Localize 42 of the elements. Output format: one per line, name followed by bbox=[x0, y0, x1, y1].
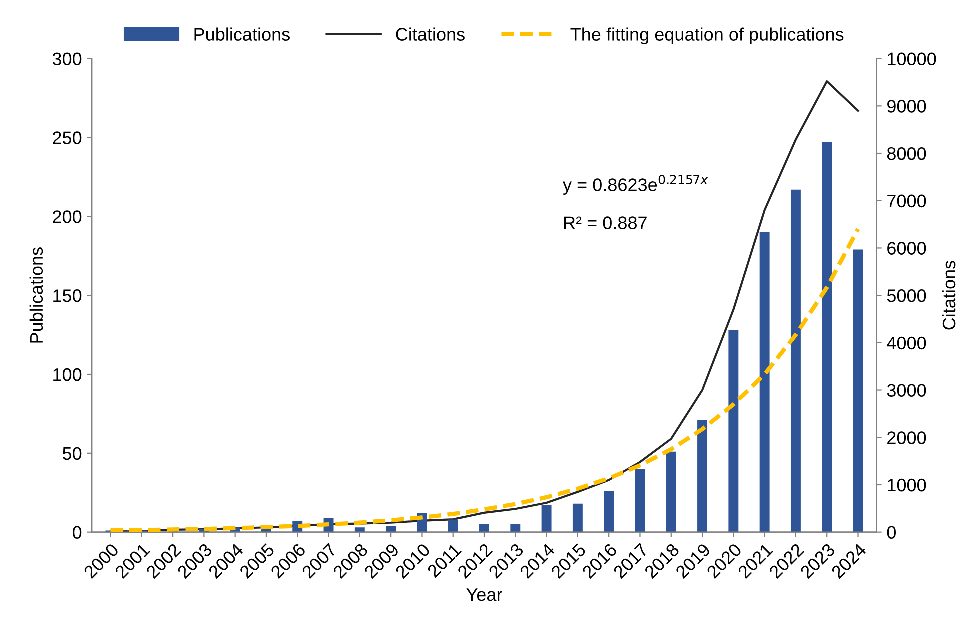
y2-tick-label: 1000 bbox=[888, 478, 926, 492]
y2-tick-label: 9000 bbox=[888, 100, 926, 113]
y2-tick-label: 8000 bbox=[887, 147, 926, 160]
y-tick-label: 150 bbox=[54, 290, 82, 302]
y2-tick-label: 5000 bbox=[887, 290, 926, 302]
y-tick-label: 0 bbox=[72, 526, 82, 540]
y-axis-title: Publications bbox=[30, 248, 44, 343]
bar bbox=[853, 250, 864, 532]
bar bbox=[448, 520, 458, 532]
annotation: y = 0.8623e$^{0.2157x}$ bbox=[563, 174, 708, 196]
legend-label: Publications bbox=[194, 28, 290, 41]
y2-tick-label: 0 bbox=[887, 526, 896, 540]
bar bbox=[572, 504, 583, 532]
y2-axis-title: Citations bbox=[942, 261, 956, 330]
y2-tick-label: 10000 bbox=[888, 52, 936, 66]
bar bbox=[728, 330, 739, 532]
y-tick-label: 300 bbox=[52, 52, 82, 66]
bar bbox=[542, 506, 552, 532]
bar bbox=[354, 528, 365, 532]
y-tick-label: 50 bbox=[62, 447, 82, 460]
y-tick-label: 100 bbox=[54, 368, 82, 382]
bar bbox=[510, 524, 521, 532]
bar bbox=[666, 452, 676, 532]
annotation: R² = 0.887 bbox=[564, 216, 647, 230]
legend-label: Citations bbox=[396, 28, 465, 41]
bar bbox=[604, 491, 614, 532]
y2-tick-label: 6000 bbox=[888, 242, 926, 255]
y2-tick-label: 2000 bbox=[888, 432, 926, 444]
bar bbox=[790, 190, 801, 532]
x-axis-title: Year bbox=[466, 588, 502, 602]
legend-label: The fitting equation of publications bbox=[570, 28, 844, 45]
y-tick-label: 250 bbox=[53, 132, 82, 144]
y2-tick-label: 3000 bbox=[887, 384, 926, 397]
bar bbox=[386, 526, 396, 532]
y2-tick-label: 4000 bbox=[887, 336, 926, 350]
y-tick-label: 200 bbox=[53, 210, 82, 224]
bar bbox=[698, 420, 708, 532]
bar bbox=[822, 142, 832, 532]
bar bbox=[480, 524, 490, 532]
bar bbox=[635, 469, 646, 532]
y2-tick-label: 7000 bbox=[888, 194, 926, 208]
bar bbox=[760, 232, 770, 532]
